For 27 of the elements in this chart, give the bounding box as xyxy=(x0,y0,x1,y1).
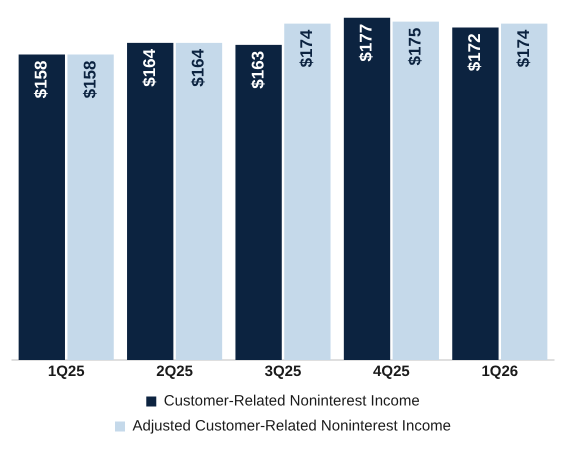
x-tick-label: 1Q26 xyxy=(481,363,518,380)
data-label: $177 xyxy=(356,24,376,62)
bar xyxy=(344,18,390,360)
bar xyxy=(235,44,282,360)
bar xyxy=(452,27,499,360)
data-label: $174 xyxy=(297,29,316,68)
legend-label: Customer-Related Noninterest Income xyxy=(164,392,420,410)
bar xyxy=(18,54,65,360)
bar xyxy=(284,24,331,360)
data-label: $163 xyxy=(248,50,268,89)
bar xyxy=(67,54,114,360)
data-label: $172 xyxy=(465,33,484,72)
data-label: $175 xyxy=(405,28,424,66)
bar xyxy=(127,42,174,360)
data-label: $164 xyxy=(188,48,208,87)
data-label: $158 xyxy=(80,60,100,98)
bar xyxy=(176,42,222,360)
data-label: $164 xyxy=(140,48,159,87)
legend-label: Adjusted Customer-Related Noninterest Income xyxy=(132,418,452,435)
data-label: $158 xyxy=(32,60,50,98)
bar xyxy=(501,24,548,360)
data-label: $174 xyxy=(514,29,533,68)
x-tick-label: 1Q25 xyxy=(48,363,85,380)
x-tick-label: 2Q25 xyxy=(156,363,193,380)
bar xyxy=(392,22,439,360)
x-tick-label: 4Q25 xyxy=(373,363,410,380)
x-tick-label: 3Q25 xyxy=(264,363,302,380)
